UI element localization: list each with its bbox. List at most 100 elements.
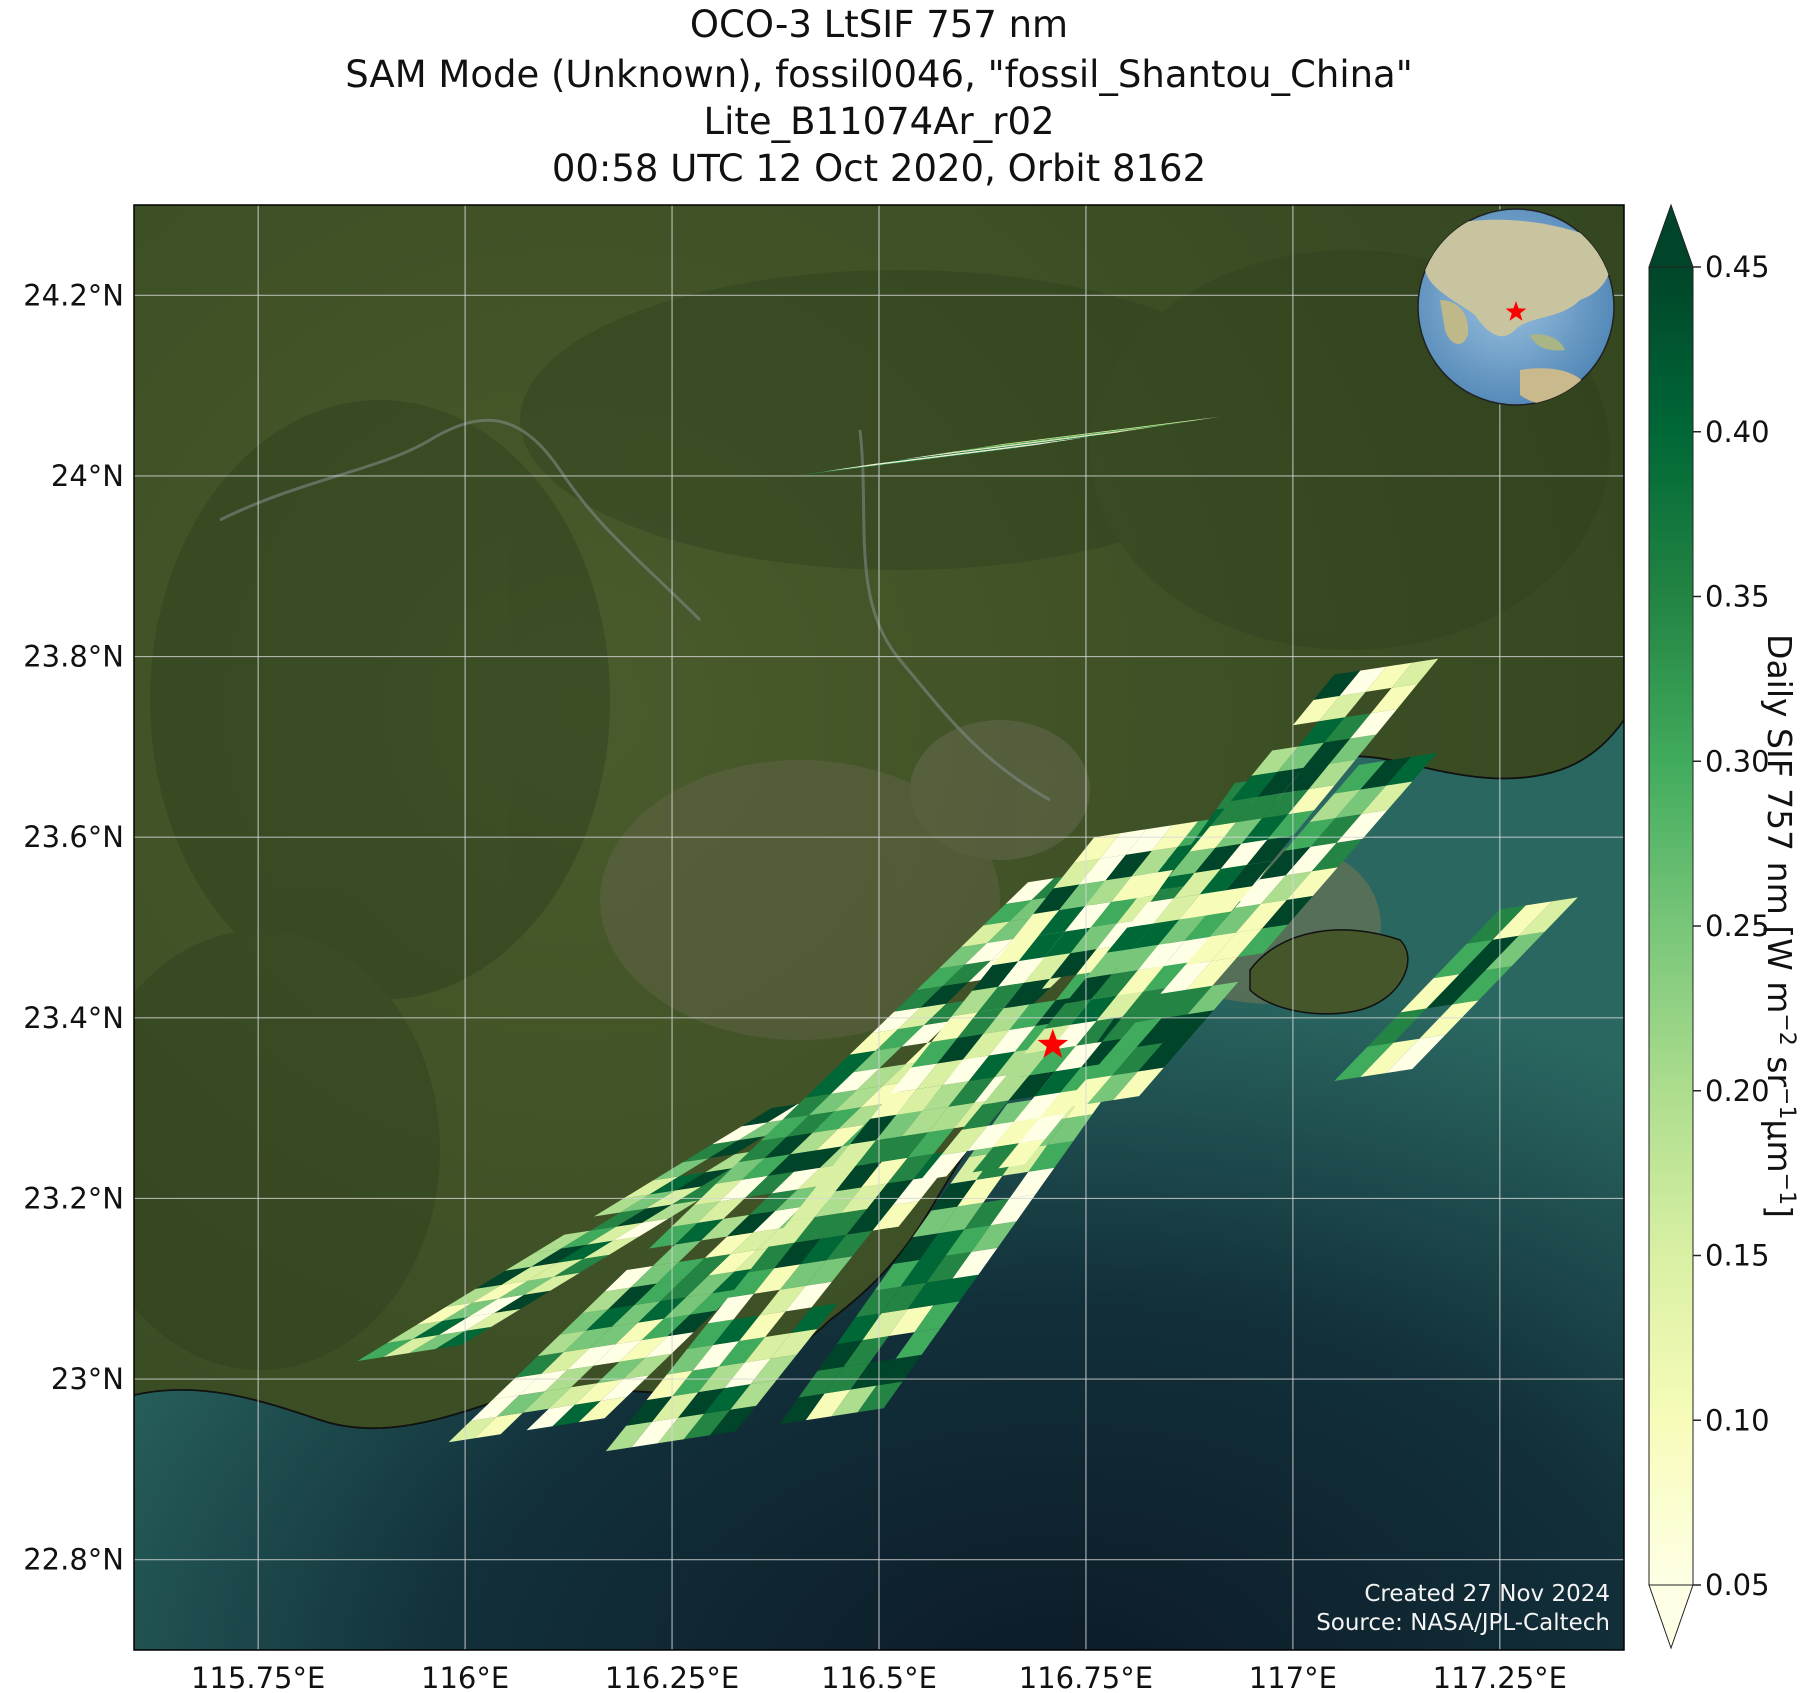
sif-footprint (1078, 1038, 1124, 1069)
sif-footprint (875, 1025, 924, 1051)
sif-footprint (870, 1089, 917, 1119)
sif-footprint (998, 1139, 1046, 1169)
sif-footprint (1284, 818, 1336, 851)
sif-footprint (638, 1297, 687, 1323)
sif-footprint (1452, 966, 1512, 1005)
source-credit: Source: NASA/JPL-Caltech (1316, 1610, 1610, 1636)
sif-footprint (526, 1404, 575, 1431)
sif-footprint (1215, 818, 1263, 848)
sif-footprint (600, 1375, 650, 1401)
sif-footprint (741, 1104, 798, 1127)
sif-footprint (1360, 1038, 1420, 1077)
sif-footprint (893, 1233, 939, 1264)
sif-footprint (704, 1232, 754, 1258)
sif-footprint (708, 1250, 757, 1276)
sif-footprint (829, 1140, 876, 1170)
sif-footprint (1019, 1113, 1066, 1144)
sif-footprint (1292, 695, 1340, 726)
sif-footprint (742, 1154, 791, 1180)
sif-footprint (1241, 814, 1289, 844)
sif-footprint (383, 1334, 440, 1357)
sif-footprint (1111, 944, 1159, 975)
globe-india (1440, 300, 1469, 345)
sif-footprint (387, 1320, 443, 1343)
sif-footprint (630, 1262, 679, 1288)
sif-footprint (1187, 981, 1239, 1015)
sif-footprint (887, 1153, 934, 1184)
sif-footprint (738, 1136, 787, 1163)
sif-footprint (1370, 683, 1418, 714)
sif-footprint (920, 1151, 968, 1181)
sif-footprint (501, 1262, 558, 1285)
sif-footprint (634, 1279, 683, 1306)
sif-footprint (541, 1348, 590, 1374)
globe-islands (1530, 334, 1565, 351)
sif-footprint (623, 1353, 672, 1380)
sif-footprint (942, 1055, 990, 1086)
sif-footprint (1205, 886, 1252, 916)
sif-footprint (1132, 919, 1180, 949)
sif-footprint (1033, 884, 1080, 914)
lat-tick-label: 23°N (51, 1362, 124, 1396)
sif-footprint (1003, 978, 1051, 1009)
map-frame (133, 204, 1625, 1651)
colorbar-label-end: ] (1760, 1205, 1799, 1218)
sif-footprint (472, 1280, 528, 1303)
sif-footprint (1137, 1038, 1189, 1072)
sif-footprint (1090, 898, 1138, 928)
colorbar-extend-min (1648, 1584, 1694, 1650)
sif-footprint (730, 1228, 780, 1254)
sif-footprint (836, 1313, 882, 1345)
sif-footprint (1185, 932, 1237, 966)
sif-footprint (988, 1099, 1034, 1131)
sif-footprint (1230, 771, 1278, 802)
sif-footprint (1350, 709, 1397, 739)
sif-footprint (1262, 789, 1309, 819)
sif-footprint (1386, 1034, 1446, 1073)
sif-footprint (987, 917, 1036, 943)
sif-footprint (992, 935, 1039, 966)
sif-footprint (435, 1326, 492, 1349)
sif-footprint (682, 1140, 739, 1163)
sif-footprint (534, 1230, 591, 1253)
sif-footprint (615, 1318, 664, 1345)
sif-footprint (470, 1395, 520, 1421)
lat-tick-label: 23.6°N (23, 820, 124, 854)
sif-footprint (786, 1111, 835, 1137)
sif-footprint (941, 1125, 988, 1156)
sif-footprint (646, 1370, 693, 1401)
sif-footprint (1153, 894, 1200, 924)
sif-footprint (798, 1366, 844, 1398)
sif-footprint (1044, 999, 1092, 1029)
sif-footprint (982, 1075, 1030, 1105)
sif-footprint (675, 1168, 732, 1191)
sif-footprint (1282, 763, 1330, 794)
sif-footprint (1105, 850, 1152, 881)
colorbar-tick-label: 0.30 (1705, 744, 1770, 778)
sif-footprint (942, 960, 991, 986)
sif-footprint (931, 1179, 977, 1211)
sif-footprint (1459, 935, 1519, 975)
sif-footprint (713, 1315, 760, 1345)
sif-footprint (727, 1210, 776, 1237)
sif-footprint (1034, 1067, 1082, 1097)
sif-footprint (1050, 949, 1097, 979)
sif-footprint (1085, 948, 1133, 979)
sif-footprint (1122, 987, 1170, 1017)
sif-footprint (1259, 846, 1311, 880)
sif-footprint (709, 1405, 757, 1436)
sif-footprints (357, 416, 1578, 1452)
sif-footprint (1070, 923, 1117, 954)
sif-footprint (816, 1124, 865, 1151)
sif-footprint (824, 1362, 870, 1394)
island-nanao (1249, 929, 1409, 1015)
sif-footprint (468, 1294, 525, 1317)
sif-footprint (749, 1189, 798, 1215)
sif-footprint (1117, 966, 1164, 996)
sif-footprint (1174, 868, 1221, 899)
sif-footprint (770, 1329, 818, 1359)
sif-footprint (774, 1238, 821, 1269)
sif-footprint (656, 1258, 705, 1284)
colorbar-label-sup1: −2 (1775, 1013, 1800, 1045)
sif-footprint (779, 1393, 825, 1425)
